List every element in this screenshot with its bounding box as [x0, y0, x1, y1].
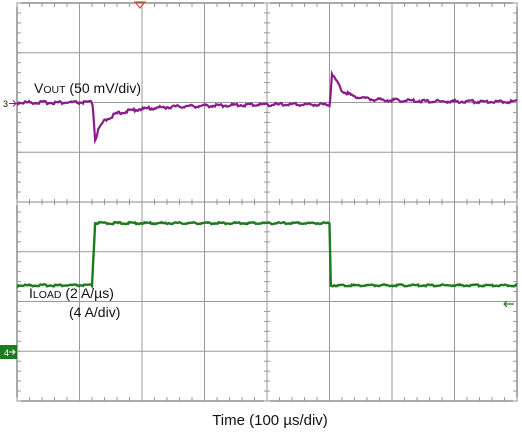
ref-arrow-icon [503, 300, 514, 308]
series-iload-trace [16, 220, 518, 290]
trigger-marker-icon [133, 1, 147, 9]
channel-4-label: 4 [4, 348, 9, 358]
series-vout-trace [16, 69, 518, 145]
series-iload-label-line2: (4 A/div) [69, 304, 120, 320]
series-vout-label: VOUT (50 mV/div) [34, 80, 141, 96]
channel-4-marker: 4 [0, 345, 17, 359]
grid [16, 2, 518, 402]
series-iload-label: ILOAD (2 A/µs) [29, 285, 114, 301]
channel-3-label: 3 [3, 99, 8, 109]
x-axis-label: Time (100 µs/div) [212, 412, 328, 429]
channel-3-marker: 3 [3, 99, 17, 109]
